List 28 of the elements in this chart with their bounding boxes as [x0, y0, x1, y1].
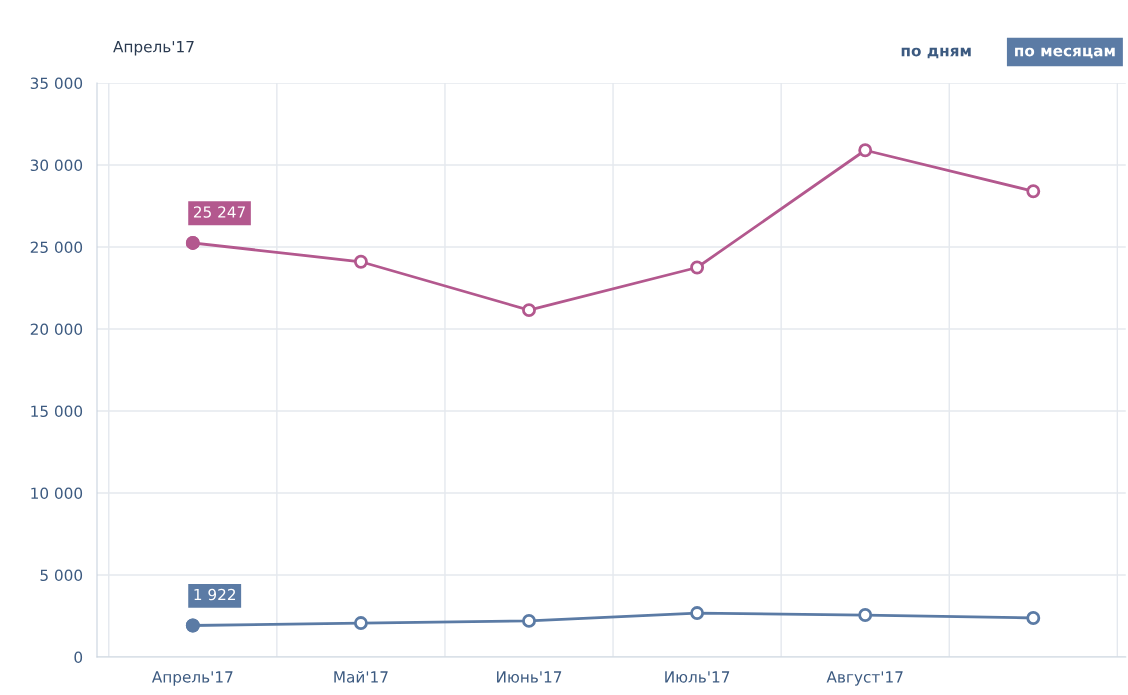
x-tick-label: Май'17	[334, 670, 388, 683]
point	[1026, 184, 1041, 199]
point	[353, 254, 368, 269]
y-tick-label: 20 000	[30, 323, 83, 336]
y-tick-label: 15 000	[31, 405, 83, 418]
y-tick-label: 25 000	[30, 241, 83, 254]
y-tick-label: 5 000	[40, 569, 83, 582]
point	[353, 616, 368, 630]
data-label: 25 247	[193, 206, 245, 218]
text: по месяцам	[1015, 47, 1115, 59]
y-tick-label: 10 000	[31, 487, 83, 500]
y-tick-label: 35 000	[30, 77, 83, 90]
x-tick-label: Апрель'17	[151, 671, 233, 686]
text: Апрель'17	[113, 41, 194, 56]
point	[522, 303, 536, 318]
x-tick-label: Август'17	[826, 671, 903, 686]
point	[858, 143, 873, 158]
x-tick-label: Июнь'17	[497, 671, 562, 683]
point	[690, 606, 705, 620]
text: по дням	[901, 47, 971, 59]
y-tick-label: 0	[74, 651, 83, 664]
point	[858, 608, 873, 622]
x-tick-label: Июль'17	[665, 671, 730, 683]
point	[690, 260, 705, 275]
point	[522, 613, 536, 628]
y-tick-label: 30 000	[30, 159, 83, 172]
point	[1026, 611, 1041, 625]
data-label: 1 922	[194, 588, 236, 601]
